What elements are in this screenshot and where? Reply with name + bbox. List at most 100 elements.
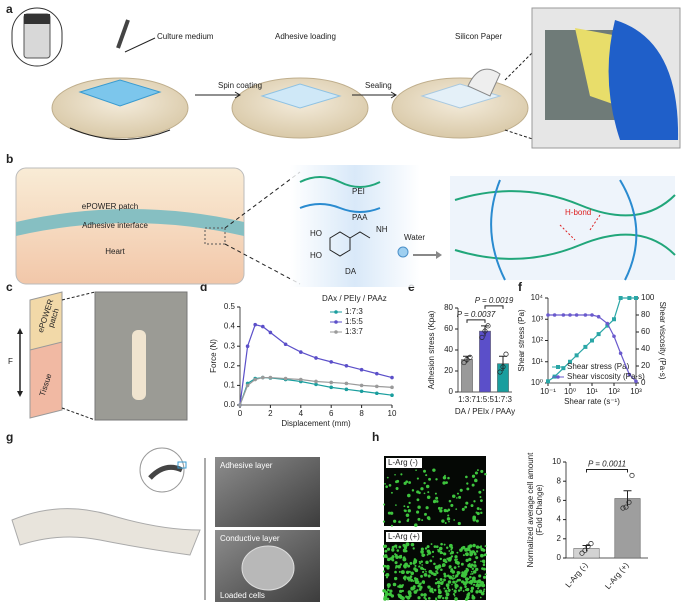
cell-dot [482,590,485,593]
cell-dot [443,587,446,590]
cell-dot [391,558,395,562]
cell-dot [450,548,453,551]
cell-dot [408,570,411,573]
cell-dot [482,575,487,579]
cell-dot [467,592,471,595]
cell-dot [475,519,479,523]
y-tick-label: 2 [557,534,562,543]
cell-dot [470,570,473,573]
cell-dot [473,500,476,503]
cell-dot [417,517,421,521]
cell-dot [464,505,468,509]
data-point [479,334,485,340]
marker [618,296,623,300]
cell-dot [479,596,482,599]
cell-dot [439,557,443,561]
marker [253,322,257,327]
y-tick-label: 0.0 [224,400,236,409]
annotation: Silicon Paper [455,32,502,41]
panel-label: b [6,152,13,166]
cell-dot [437,506,441,510]
marker [245,383,250,388]
data-point [500,364,506,370]
x-tick-label: L-Arg (+) [603,561,631,591]
cell-dot [416,477,419,480]
cell-dot [454,555,458,559]
cell-dot [472,570,477,574]
cell-dot [432,468,436,472]
cell-dot [417,505,421,509]
cell-dot [426,545,430,549]
marker [390,385,394,390]
cell-dot [475,556,479,560]
marker [253,377,257,382]
y2-axis-label: Shear viscosity (Pa·s) [658,302,667,380]
marker [245,344,250,349]
cell-dot [390,594,395,598]
cell-dot [474,471,478,475]
cell-dot [408,579,410,582]
cell-dot [482,563,486,567]
cell-dot [475,590,479,594]
marker [329,360,334,364]
x-tick-label: 10² [608,387,620,396]
cell-dot [385,576,389,579]
data-point [626,499,632,505]
cell-dot [404,578,406,581]
cell-dot [384,574,387,577]
marker [618,351,623,356]
data-point [503,351,509,357]
marker [299,350,303,354]
cell-dot [414,523,418,527]
cell-dot [394,566,397,569]
y2-tick-label: 40 [641,344,650,353]
cell-dot [414,564,417,567]
data-point [461,360,467,366]
x-tick-label: 1:5:5 [476,395,494,404]
cell-dot [386,597,390,601]
cell-dot [440,506,443,510]
cell-dot [403,505,406,508]
cell-dot [473,564,477,568]
cell-dot [457,521,461,526]
cell-dot [420,593,424,597]
cell-dot [437,594,442,599]
cell-dot [443,574,447,578]
cell-dot [451,583,453,586]
cell-dot [484,553,487,557]
y-tick-label: 20 [444,366,453,375]
cell-dot [410,571,415,576]
cell-dot [471,567,475,570]
cell-dot [451,577,455,580]
marker [375,371,379,376]
y-tick-label: 0.1 [224,381,236,390]
cell-dot [450,568,454,571]
cell-dot [446,585,449,588]
marker [359,383,364,388]
legend-label: Shear viscosity (Pa·s) [567,372,645,381]
cell-dot [444,552,447,556]
label-box [386,532,422,542]
cell-dot [385,592,390,596]
x-tick-label: 10¹ [586,387,598,396]
image-label: L-Arg (-) [388,458,418,467]
panel-label: e [408,280,415,294]
cell-dot [402,548,407,553]
cell-dot [382,570,386,573]
cell-dot [412,580,415,582]
cell-dot [409,575,413,578]
cell-dot [466,487,470,491]
cell-dot [482,489,485,491]
cell-dot [407,518,410,521]
cell-dot [481,567,484,571]
cell-dot [484,545,487,548]
marker [568,313,572,317]
cell-dot [453,519,455,521]
y2-tick-label: 60 [641,327,650,336]
cell-dot [470,573,472,575]
y-tick-label: 0.5 [224,302,236,311]
cell-dot [445,481,448,484]
cell-dot [423,572,428,577]
image-label: L-Arg (+) [388,532,420,541]
